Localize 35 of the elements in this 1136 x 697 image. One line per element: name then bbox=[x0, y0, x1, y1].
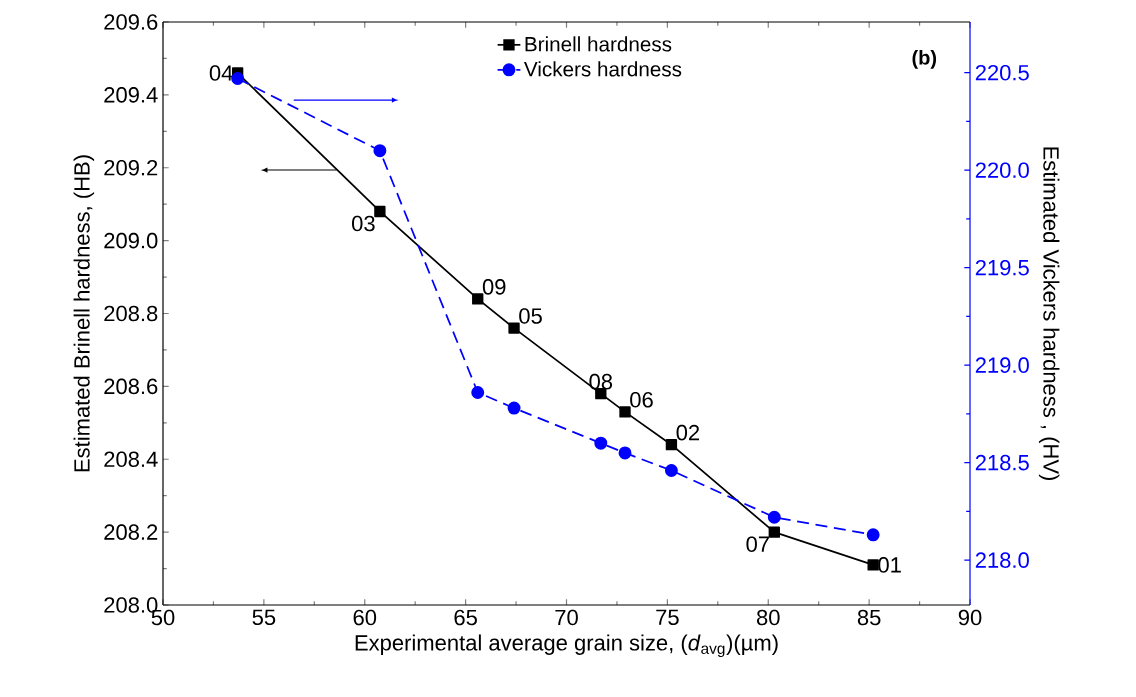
y-tick-label: 208.8 bbox=[104, 305, 158, 322]
legend-label: Brinell hardness bbox=[525, 36, 672, 52]
annotation: 02 bbox=[676, 424, 700, 441]
y2-tick-label: 219.5 bbox=[975, 259, 1029, 276]
annotation: 06 bbox=[630, 392, 653, 408]
x-tick-label: 70 bbox=[555, 609, 578, 626]
annotation: 04 bbox=[209, 65, 233, 81]
y2-tick-label: 220.5 bbox=[975, 64, 1029, 81]
x-tick-label: 55 bbox=[252, 609, 276, 626]
y-tick-label: 208.2 bbox=[104, 524, 158, 540]
y2-tick-label: 218.0 bbox=[975, 552, 1029, 568]
x-tick-label: 60 bbox=[353, 609, 377, 626]
x-tick-label: 75 bbox=[656, 609, 679, 626]
y-tick-label: 208.6 bbox=[104, 378, 158, 395]
y2-tick-label: 218.5 bbox=[975, 454, 1029, 471]
annotation: 05 bbox=[519, 308, 542, 324]
y2-axis-title: Estimated Vickers hardness , (HV) bbox=[1038, 147, 1060, 480]
y-tick-label: 209.4 bbox=[104, 87, 158, 103]
x-tick-label: 65 bbox=[454, 609, 477, 626]
x-axis-title: Experimental average grain size, (d$_{avg}$)(µm) bbox=[355, 634, 778, 658]
y2-tick-label: 219.0 bbox=[975, 357, 1029, 373]
y-tick-label: 209.6 bbox=[104, 14, 158, 30]
y-tick-label: 209.0 bbox=[104, 232, 158, 249]
x-tick-label: 80 bbox=[756, 609, 780, 626]
y-tick-label: 208.4 bbox=[104, 451, 158, 468]
annotation: (b) bbox=[912, 50, 937, 69]
annotation: 03 bbox=[352, 215, 375, 232]
y-axis-title: Estimated Brinell hardness, (HB) bbox=[73, 155, 95, 472]
legend-label: Vickers hardness bbox=[523, 61, 682, 77]
y-tick-label: 209.2 bbox=[104, 159, 158, 176]
annotation: 07 bbox=[746, 536, 769, 552]
x-tick-label: 85 bbox=[857, 609, 881, 626]
annotation: 09 bbox=[482, 279, 506, 295]
x-tick-label: 90 bbox=[958, 609, 982, 626]
y2-tick-label: 220.0 bbox=[975, 162, 1029, 178]
